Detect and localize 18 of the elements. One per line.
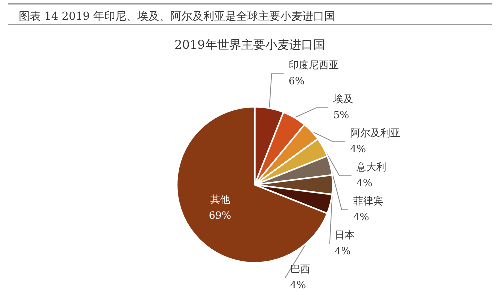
data-label: 4%	[356, 178, 373, 190]
chart-subtitle: 2019年世界主要小麦进口国	[174, 38, 326, 52]
slice-label: 日本	[334, 230, 355, 242]
data-label: 4%	[353, 212, 370, 224]
slice-label: 菲律宾	[353, 196, 384, 208]
data-label: 69%	[209, 211, 232, 222]
data-label: 4%	[334, 246, 351, 258]
data-label: 4%	[290, 280, 306, 292]
chart-title: 图表 14 2019 年印尼、埃及、阿尔及利亚是全球主要小麦进口国	[19, 10, 336, 23]
data-label: 5%	[334, 110, 350, 122]
slice-label: 阿尔及利亚	[350, 128, 400, 140]
data-label: 4%	[350, 144, 366, 156]
slice-label: 意大利	[356, 162, 387, 174]
slice-label: 印度尼西亚	[288, 60, 339, 72]
slice-label: 其他	[210, 194, 230, 206]
data-label: 6%	[288, 76, 305, 88]
slice-label: 巴西	[290, 264, 310, 276]
slice-label: 埃及	[332, 94, 354, 106]
